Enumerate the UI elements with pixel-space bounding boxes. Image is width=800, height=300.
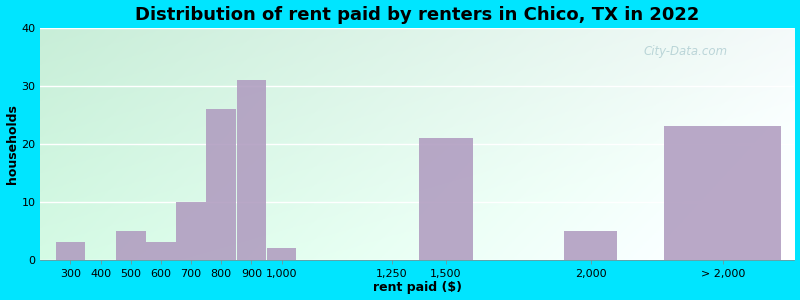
Bar — [237, 80, 266, 260]
Bar — [146, 242, 176, 260]
Bar — [564, 231, 618, 260]
Title: Distribution of rent paid by renters in Chico, TX in 2022: Distribution of rent paid by renters in … — [135, 6, 699, 24]
X-axis label: rent paid ($): rent paid ($) — [373, 281, 462, 294]
Text: City-Data.com: City-Data.com — [644, 45, 728, 58]
Bar — [664, 126, 782, 260]
Y-axis label: households: households — [6, 104, 18, 184]
Bar — [206, 109, 236, 260]
Bar — [116, 231, 146, 260]
Bar — [419, 138, 473, 260]
Bar — [56, 242, 86, 260]
Bar — [267, 248, 296, 260]
Bar — [176, 202, 206, 260]
